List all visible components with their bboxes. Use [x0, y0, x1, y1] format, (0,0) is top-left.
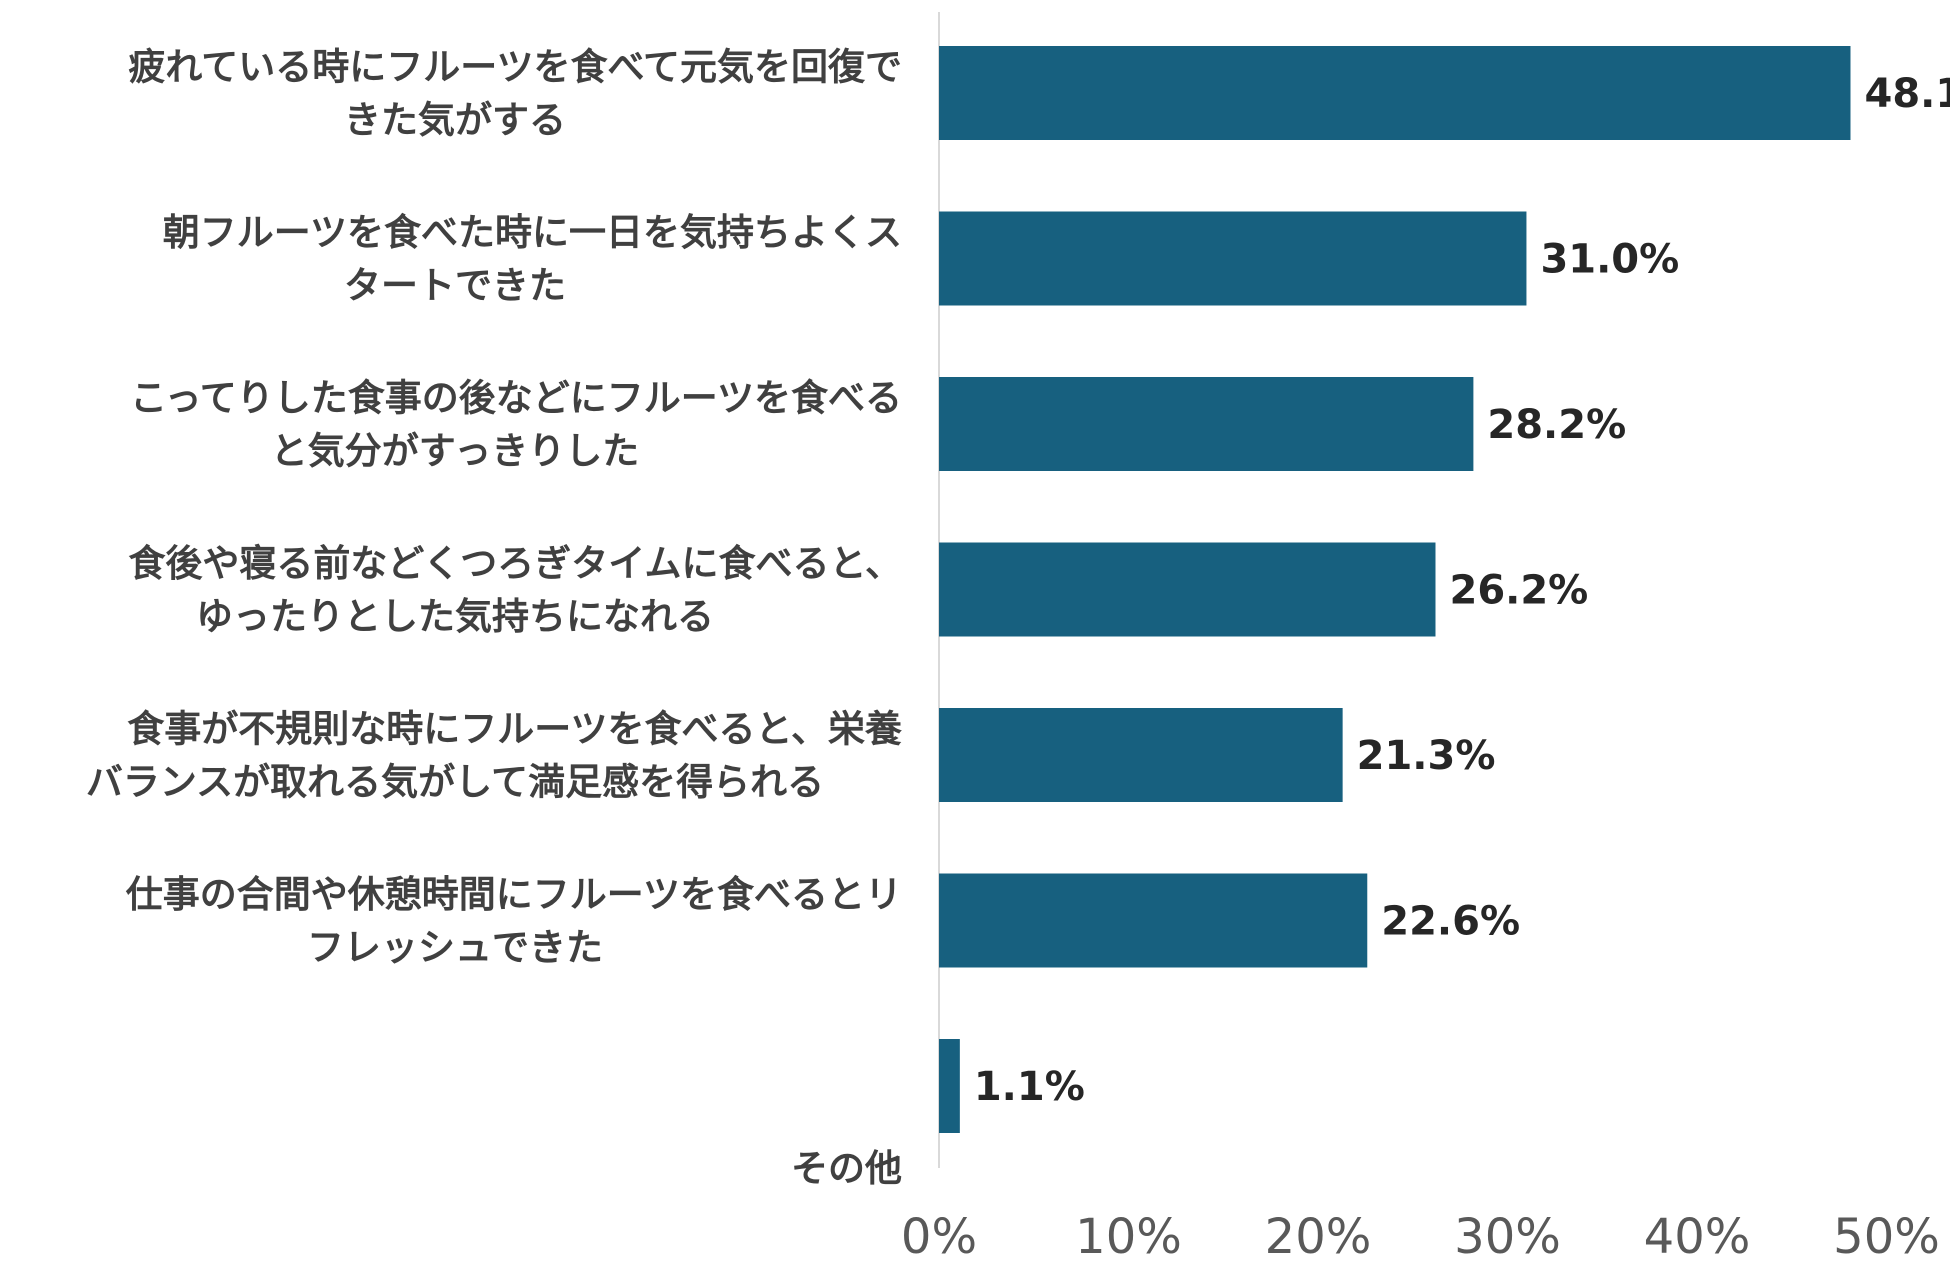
- value-labels-group: 48.1% 31.0% 28.2% 26.2% 21.3% 22.6% 1.1%: [974, 71, 1950, 1110]
- data-label: 22.6%: [1381, 899, 1520, 945]
- bar: [939, 1039, 960, 1133]
- x-tick-label: 50%: [1833, 1209, 1940, 1265]
- category-label: 仕事の合間や休憩時間にフルーツを食べるとリフレッシュできた: [126, 873, 902, 969]
- category-label-line: 疲れている時にフルーツを食べて元気を回復で: [128, 46, 902, 89]
- category-label-line: ゆったりとした気持ちになれる: [196, 595, 714, 638]
- bar: [939, 708, 1343, 802]
- category-label: 朝フルーツを食べた時に一日を気持ちよくスタートできた: [163, 211, 902, 307]
- bar: [939, 542, 1436, 637]
- bar: [939, 211, 1527, 306]
- bar: [939, 46, 1851, 140]
- data-label: 21.3%: [1357, 733, 1496, 779]
- x-tick-label: 40%: [1644, 1209, 1751, 1265]
- category-label-line: こってりした食事の後などにフルーツを食べる: [130, 377, 902, 420]
- category-label: 食事が不規則な時にフルーツを食べると、栄養バランスが取れる気がして満足感を得られ…: [86, 708, 902, 804]
- x-tick-label: 0%: [901, 1209, 977, 1265]
- x-tick-label: 30%: [1454, 1209, 1561, 1265]
- x-tick-labels-group: 0% 10% 20% 30% 40% 50%: [901, 1209, 1940, 1265]
- category-label-line: フレッシュできた: [307, 926, 603, 969]
- category-labels-group: 疲れている時にフルーツを食べて元気を回復できた気がする朝フルーツを食べた時に一日…: [86, 46, 902, 1191]
- data-label: 31.0%: [1540, 237, 1679, 283]
- bar: [939, 377, 1474, 471]
- category-label-line: 食事が不規則な時にフルーツを食べると、栄養: [127, 708, 902, 751]
- category-label: 疲れている時にフルーツを食べて元気を回復できた気がする: [128, 46, 902, 142]
- category-label-line: 朝フルーツを食べた時に一日を気持ちよくス: [163, 211, 902, 254]
- data-label: 1.1%: [974, 1064, 1085, 1110]
- category-label-line: と気分がすっきりした: [271, 430, 640, 473]
- category-label-line: きた気がする: [344, 99, 566, 142]
- category-label-line: 食後や寝る前などくつろぎタイムに食べると、: [128, 542, 902, 585]
- category-label: 食後や寝る前などくつろぎタイムに食べると、ゆったりとした気持ちになれる: [128, 542, 902, 638]
- data-label: 48.1%: [1864, 71, 1950, 117]
- bars-group: [939, 46, 1851, 1133]
- data-label: 26.2%: [1449, 568, 1588, 614]
- category-label-line: 仕事の合間や休憩時間にフルーツを食べるとリ: [126, 873, 902, 916]
- data-label: 28.2%: [1487, 402, 1626, 448]
- x-tick-label: 10%: [1075, 1209, 1182, 1265]
- category-label-line: タートできた: [344, 264, 566, 307]
- x-tick-label: 20%: [1265, 1209, 1372, 1265]
- category-label: こってりした食事の後などにフルーツを食べると気分がすっきりした: [130, 377, 902, 473]
- bar: [939, 873, 1368, 968]
- category-label: その他: [791, 1147, 902, 1190]
- category-label-line: バランスが取れる気がして満足感を得られる: [86, 761, 824, 804]
